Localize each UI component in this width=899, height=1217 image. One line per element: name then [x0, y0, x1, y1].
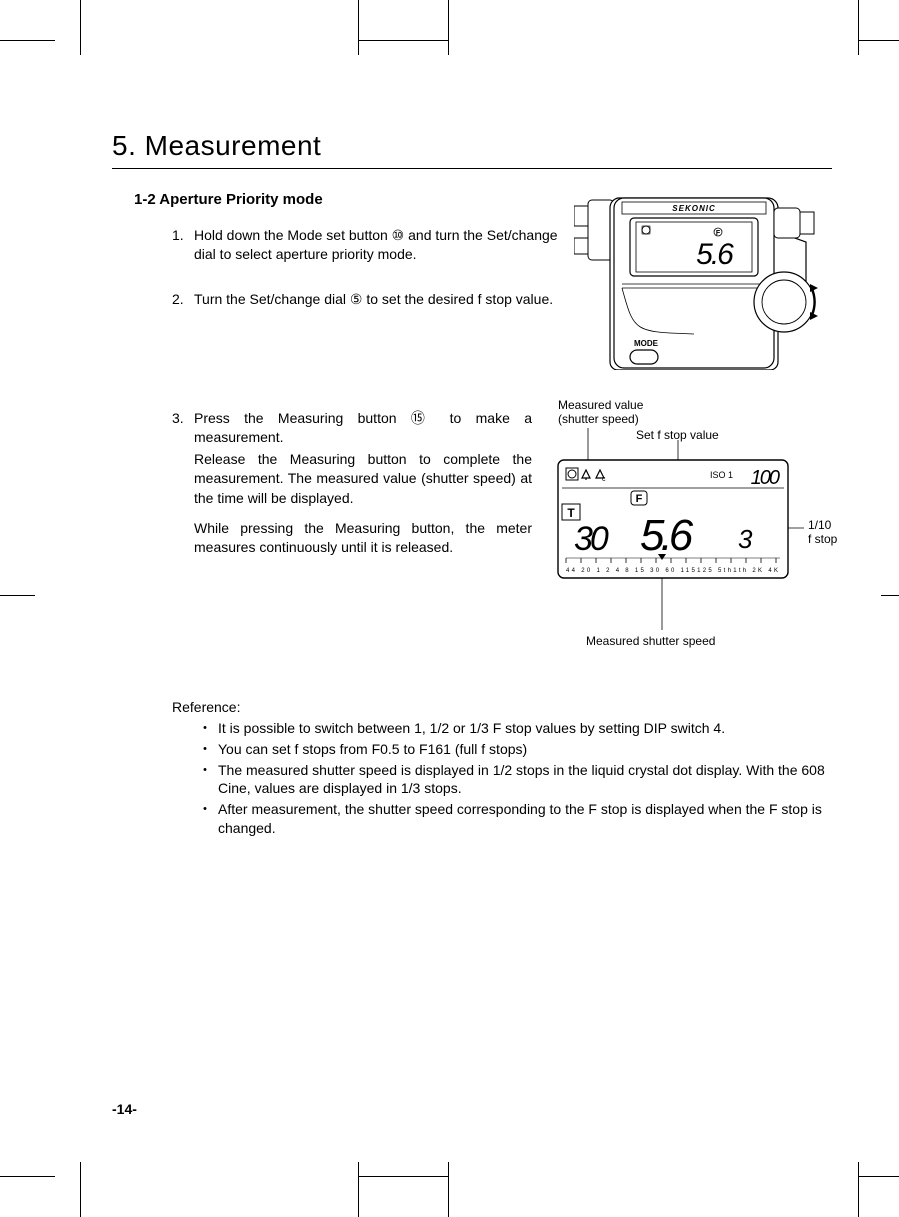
reference-item: ・ It is possible to switch between 1, 1/… — [198, 719, 852, 738]
lcd-fstop-value: 5.6 — [696, 238, 734, 271]
step-text: Hold down the Mode set button ⑩ and turn… — [194, 226, 572, 264]
bullet: ・ — [198, 740, 218, 759]
mode-label: MODE — [634, 339, 659, 348]
steps-block-2: 3. Press the Measuring button ⑮ to make … — [172, 409, 532, 568]
chapter-title: 5. Measurement — [112, 130, 842, 162]
step-1: 1. Hold down the Mode set button ⑩ and t… — [172, 226, 572, 274]
bullet: ・ — [198, 800, 218, 838]
chapter-rule — [112, 168, 832, 169]
reference-item: ・ You can set f stops from F0.5 to F161 … — [198, 740, 852, 759]
step-number: 3. — [172, 409, 194, 568]
shutter-value: 30 — [574, 520, 609, 558]
t-label: T — [567, 506, 575, 520]
reference-text: You can set f stops from F0.5 to F161 (f… — [218, 740, 852, 759]
brand-label: SEKONIC — [672, 204, 715, 213]
lcd-figure: Measured value (shutter speed) Set f sto… — [540, 398, 850, 658]
page-number: -14- — [112, 1101, 137, 1117]
fstop-frac: 3 — [738, 524, 753, 554]
iso-label: ISO 1 — [710, 470, 733, 480]
bullet: ・ — [198, 761, 218, 799]
svg-text:F: F — [716, 230, 721, 237]
iso-value: 100 — [751, 467, 780, 489]
step-number: 2. — [172, 290, 194, 319]
step-3: 3. Press the Measuring button ⑮ to make … — [172, 409, 532, 568]
reference-item: ・ The measured shutter speed is displaye… — [198, 761, 852, 799]
step-text: Press the Measuring button ⑮ to make a m… — [194, 409, 532, 448]
steps-block-1: 1. Hold down the Mode set button ⑩ and t… — [172, 226, 572, 319]
reference-block: Reference: ・ It is possible to switch be… — [172, 698, 852, 838]
device-figure: SEKONIC F 5.6 MODE — [574, 192, 840, 370]
step-text: Release the Measuring button to complete… — [194, 450, 532, 509]
reference-text: The measured shutter speed is displayed … — [218, 761, 852, 799]
step-number: 1. — [172, 226, 194, 274]
step-text: Turn the Set/change dial ⑤ to set the de… — [194, 290, 572, 309]
step-2: 2. Turn the Set/change dial ⑤ to set the… — [172, 290, 572, 319]
reference-title: Reference: — [172, 698, 852, 717]
bullet: ・ — [198, 719, 218, 738]
reference-text: After measurement, the shutter speed cor… — [218, 800, 852, 838]
reference-item: ・ After measurement, the shutter speed c… — [198, 800, 852, 838]
step-text: While pressing the Measuring button, the… — [194, 519, 532, 558]
svg-text:F: F — [636, 493, 643, 505]
reference-text: It is possible to switch between 1, 1/2 … — [218, 719, 852, 738]
fstop-value: 5.6 — [640, 511, 694, 560]
svg-text:c: c — [602, 476, 606, 483]
scale-labels: 44 20 1 2 4 8 15 30 60 115125 5th1th 2K … — [566, 568, 780, 574]
